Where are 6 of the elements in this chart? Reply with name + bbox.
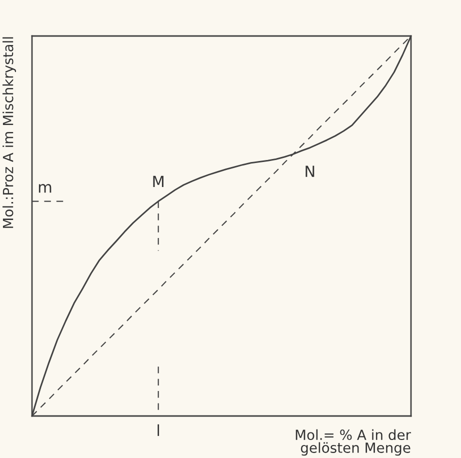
x-axis-title: Mol.= % A in der gelösten Menge xyxy=(296,429,411,456)
annotation: M xyxy=(153,176,164,188)
y-axis-title: Mol.:Proz A im Mischkrystall xyxy=(2,37,16,228)
annotation: N xyxy=(306,166,314,177)
annotation: m xyxy=(38,184,52,193)
text: l xyxy=(158,424,160,436)
